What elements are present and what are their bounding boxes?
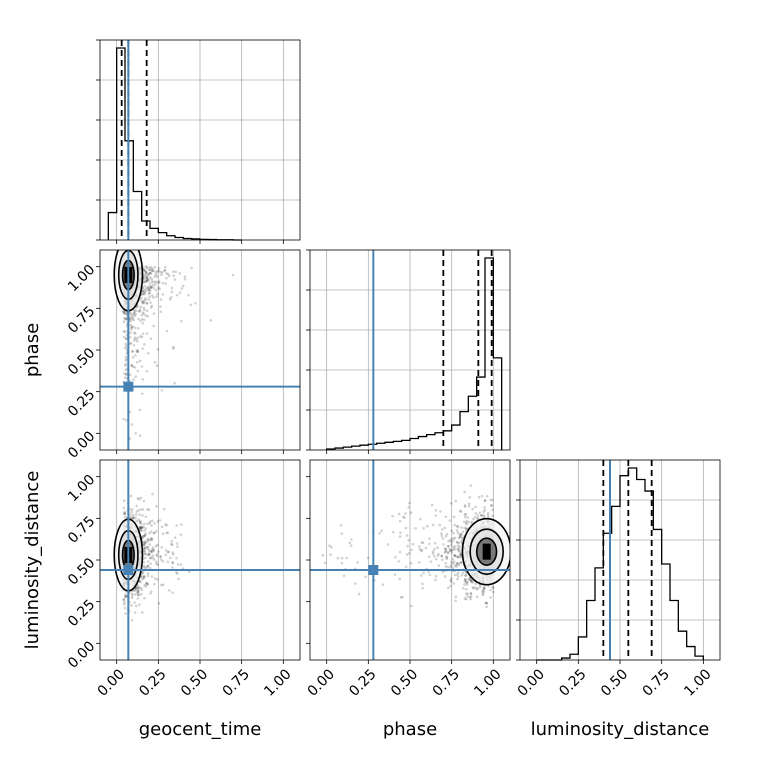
- truth-marker: [368, 565, 379, 575]
- panel-frame: [99, 459, 301, 661]
- panel-frame: [519, 459, 721, 661]
- scatter-phase-luminosity_distance: [306, 459, 511, 664]
- histogram-phase: [306, 249, 511, 454]
- x-axis-label-geocent_time: geocent_time: [139, 719, 262, 740]
- truth-marker: [123, 565, 134, 575]
- truth-marker: [123, 381, 134, 392]
- scatter-geocent_time-phase: [96, 249, 301, 454]
- y-tick-label: 0.50: [65, 345, 98, 378]
- x-tick-label: 1.00: [681, 666, 714, 699]
- y-axis-label-phase: phase: [22, 323, 43, 377]
- x-tick-label: 0.00: [95, 666, 128, 699]
- histogram-luminosity_distance: [516, 459, 721, 664]
- x-tick-label: 0.25: [136, 666, 169, 699]
- x-tick-label: 1.00: [471, 666, 504, 699]
- x-tick-label: 0.00: [305, 666, 338, 699]
- histogram-step-line: [326, 257, 503, 450]
- panel-frame: [309, 249, 511, 451]
- sample-points: [113, 250, 235, 442]
- y-tick-label: 0.25: [65, 387, 98, 420]
- x-tick-label: 0.50: [388, 666, 421, 699]
- y-tick-label: 0.75: [65, 303, 98, 336]
- x-tick-label: 0.50: [178, 666, 211, 699]
- x-tick-label: 0.75: [640, 666, 673, 699]
- y-tick-label: 0.25: [65, 597, 98, 630]
- x-axis-label-phase: phase: [383, 719, 437, 740]
- y-tick-label: 0.75: [65, 513, 98, 546]
- x-tick-label: 0.75: [430, 666, 463, 699]
- x-tick-label: 0.00: [515, 666, 548, 699]
- y-tick-label: 1.00: [65, 262, 98, 295]
- x-tick-label: 0.50: [598, 666, 631, 699]
- x-tick-label: 1.00: [261, 666, 294, 699]
- panel-frame: [99, 249, 301, 451]
- y-tick-label: 1.00: [65, 472, 98, 505]
- scatter-geocent_time-luminosity_distance: [96, 459, 301, 664]
- y-tick-label: 0.00: [65, 638, 98, 671]
- x-tick-label: 0.75: [220, 666, 253, 699]
- x-tick-label: 0.25: [556, 666, 589, 699]
- x-tick-label: 0.25: [346, 666, 379, 699]
- panel-frame: [309, 459, 511, 661]
- y-axis-label-luminosity_distance: luminosity_distance: [22, 471, 43, 650]
- panel-frame: [99, 39, 301, 241]
- sample-points: [321, 484, 510, 609]
- sample-points: [113, 492, 191, 622]
- y-tick-label: 0.50: [65, 555, 98, 588]
- density-peak: [482, 543, 491, 560]
- x-axis-label-luminosity_distance: luminosity_distance: [531, 719, 710, 740]
- histogram-step-line: [107, 47, 242, 241]
- histogram-geocent_time: [96, 39, 301, 244]
- y-tick-label: 0.00: [65, 428, 98, 461]
